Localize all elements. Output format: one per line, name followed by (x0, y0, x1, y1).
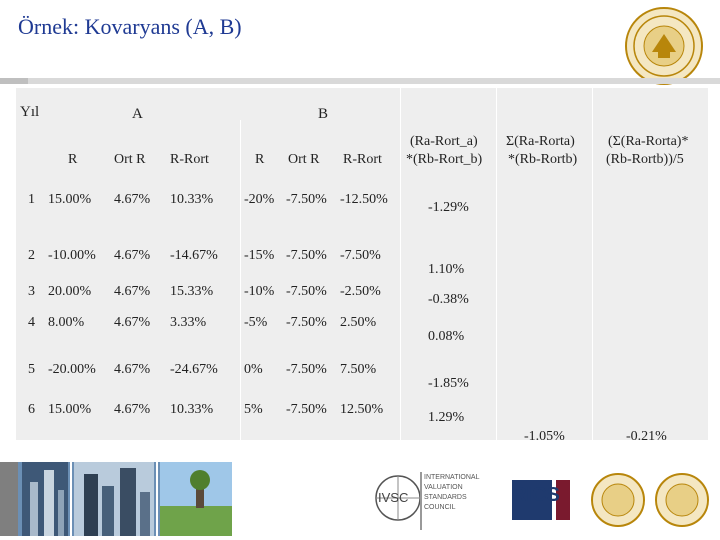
row-year: 4 (28, 315, 35, 330)
total-covariance: -0.21% (626, 429, 667, 444)
header-sum-l1: Σ(Ra-Rorta) (506, 134, 575, 149)
row-rort-b: -7.50% (340, 248, 381, 263)
row-rort-a: -24.67% (170, 362, 218, 377)
total-sum: -1.05% (524, 429, 565, 444)
ivsc-caption-2: VALUATION (424, 484, 463, 491)
row-rort-a: -14.67% (170, 248, 218, 263)
row-rort-a: 3.33% (170, 315, 207, 330)
header-ort-rb: Ort R (288, 152, 320, 167)
header-rort-b: R-Rort (343, 152, 382, 167)
row-rb: 0% (244, 362, 263, 377)
header-rb: R (255, 152, 265, 167)
row-year: 2 (28, 248, 35, 263)
header-product-l2: *(Rb-Rort_b) (406, 152, 483, 167)
header-cov-l2: (Rb-Rortb))/5 (606, 152, 684, 167)
ivsc-caption-3: STANDARDS (424, 494, 467, 501)
row-product: -0.38% (428, 292, 469, 307)
ivsc-caption-1: INTERNATIONAL (424, 474, 480, 481)
row-ort-rb: -7.50% (286, 284, 327, 299)
row-product: 1.29% (428, 410, 465, 425)
covariance-table (16, 88, 708, 440)
row-ort-ra: 4.67% (114, 284, 151, 299)
header-ra: R (68, 152, 78, 167)
header-product-l1: (Ra-Rort_a) (410, 134, 478, 149)
row-rort-a: 10.33% (170, 402, 214, 417)
row-ra: 8.00% (48, 315, 85, 330)
row-year: 6 (28, 402, 35, 417)
row-product: -1.85% (428, 376, 469, 391)
row-rb: -15% (244, 248, 275, 263)
university-seal-logo (625, 7, 703, 85)
header-cov-l1: (Σ(Ra-Rorta)* (608, 134, 689, 149)
ivsc-logo-text: IVSC (378, 490, 409, 505)
header-sum-l2: *(Rb-Rortb) (508, 152, 578, 167)
row-ort-rb: -7.50% (286, 248, 327, 263)
header-divider (0, 78, 720, 84)
row-rort-b: -12.50% (340, 192, 388, 207)
partner-logos (360, 466, 720, 536)
row-rb: -5% (244, 315, 268, 330)
row-rb: -20% (244, 192, 275, 207)
row-ort-ra: 4.67% (114, 402, 151, 417)
row-year: 5 (28, 362, 35, 377)
page-title: Örnek: Kovaryans (A, B) (18, 14, 242, 39)
row-rb: -10% (244, 284, 275, 299)
row-product: 0.08% (428, 329, 465, 344)
row-ort-rb: -7.50% (286, 315, 327, 330)
header-b: B (318, 106, 329, 122)
row-rort-b: -2.50% (340, 284, 381, 299)
row-rb: 5% (244, 402, 263, 417)
row-ra: -10.00% (48, 248, 96, 263)
row-rort-a: 15.33% (170, 284, 214, 299)
row-ra: -20.00% (48, 362, 96, 377)
row-rort-b: 2.50% (340, 315, 377, 330)
row-ort-rb: -7.50% (286, 192, 327, 207)
row-ra: 15.00% (48, 192, 92, 207)
row-product: 1.10% (428, 262, 465, 277)
row-rort-b: 12.50% (340, 402, 384, 417)
row-ort-ra: 4.67% (114, 248, 151, 263)
row-rort-b: 7.50% (340, 362, 377, 377)
header-a: A (132, 106, 143, 122)
row-ort-ra: 4.67% (114, 192, 151, 207)
city-photo-left (0, 462, 232, 536)
row-ort-ra: 4.67% (114, 315, 151, 330)
row-product: -1.29% (428, 200, 469, 215)
row-ra: 15.00% (48, 402, 92, 417)
row-rort-a: 10.33% (170, 192, 214, 207)
row-ort-ra: 4.67% (114, 362, 151, 377)
row-year: 3 (28, 284, 35, 299)
row-ra: 20.00% (48, 284, 92, 299)
header-rort-a: R-Rort (170, 152, 209, 167)
ivsc-caption-4: COUNCIL (424, 504, 456, 511)
rics-logo-text: RICS (512, 484, 560, 506)
row-ort-rb: -7.50% (286, 362, 327, 377)
row-ort-rb: -7.50% (286, 402, 327, 417)
header-ort-ra: Ort R (114, 152, 146, 167)
row-year: 1 (28, 192, 35, 207)
header-year: Yıl (20, 104, 40, 120)
